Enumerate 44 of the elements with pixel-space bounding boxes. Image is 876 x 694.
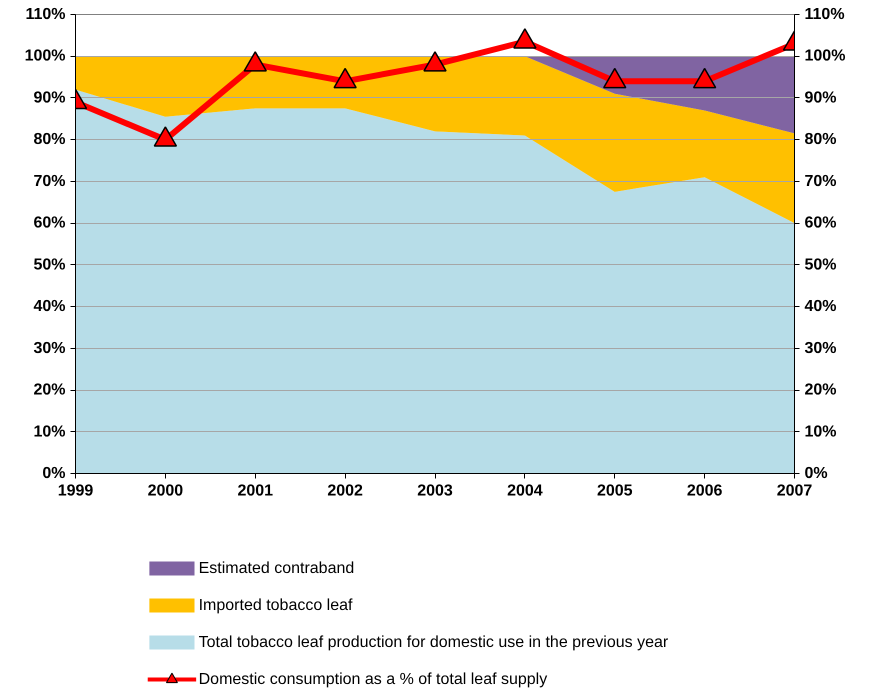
point xyxy=(333,68,357,88)
x-tick-label: 2004 xyxy=(507,482,543,500)
y-tick-label: 50% xyxy=(33,256,66,274)
y2-tick-label: 60% xyxy=(804,214,837,232)
x-tick-label: 1999 xyxy=(58,482,94,500)
x-tick-label: 2003 xyxy=(417,482,453,500)
y2-tick-label: 20% xyxy=(804,382,837,399)
y-tick-label: 80% xyxy=(33,131,66,148)
y2-tick-label: 10% xyxy=(804,423,837,440)
y-tick-label: 30% xyxy=(33,340,66,357)
y-tick-label: 40% xyxy=(33,298,66,316)
y-tick-label: 20% xyxy=(33,382,66,399)
y-tick-label: 110% xyxy=(25,6,66,23)
legend-label: Estimated contraband xyxy=(198,560,354,577)
legend-label: Imported tobacco leaf xyxy=(198,597,354,614)
y-tick-label: 70% xyxy=(33,172,66,190)
legend-label: Total tobacco leaf production for domestic use in the previous year xyxy=(198,634,669,651)
y2-tick-label: 70% xyxy=(804,172,837,190)
y-tick-label: 10% xyxy=(33,423,66,440)
legend-label: Domestic consumption as a % of total leaf supply xyxy=(198,671,548,688)
point xyxy=(513,28,537,49)
x-tick-label: 2005 xyxy=(596,482,633,500)
y-tick-label: 60% xyxy=(33,214,66,232)
point xyxy=(154,126,178,147)
x-tick-label: 2007 xyxy=(776,482,812,500)
x-tick-label: 2002 xyxy=(327,482,364,500)
y-tick-label: 0% xyxy=(42,465,66,482)
x-tick-label: 2000 xyxy=(148,482,184,500)
y2-tick-label: 50% xyxy=(804,256,837,274)
x-tick-label: 2001 xyxy=(237,482,274,500)
y2-tick-label: 0% xyxy=(804,465,828,482)
y2-tick-label: 30% xyxy=(804,340,837,357)
point xyxy=(692,68,716,88)
y-tick-label: 100% xyxy=(24,48,66,65)
y2-tick-label: 100% xyxy=(804,48,846,65)
y2-tick-label: 40% xyxy=(804,298,837,316)
y-tick-label: 90% xyxy=(33,89,66,106)
x-tick-label: 2006 xyxy=(686,482,723,500)
point xyxy=(423,51,447,72)
point xyxy=(603,68,626,88)
y2-tick-label: 90% xyxy=(804,89,837,106)
y2-tick-label: 110% xyxy=(804,6,845,23)
y2-tick-label: 80% xyxy=(804,131,837,148)
point xyxy=(244,51,267,72)
